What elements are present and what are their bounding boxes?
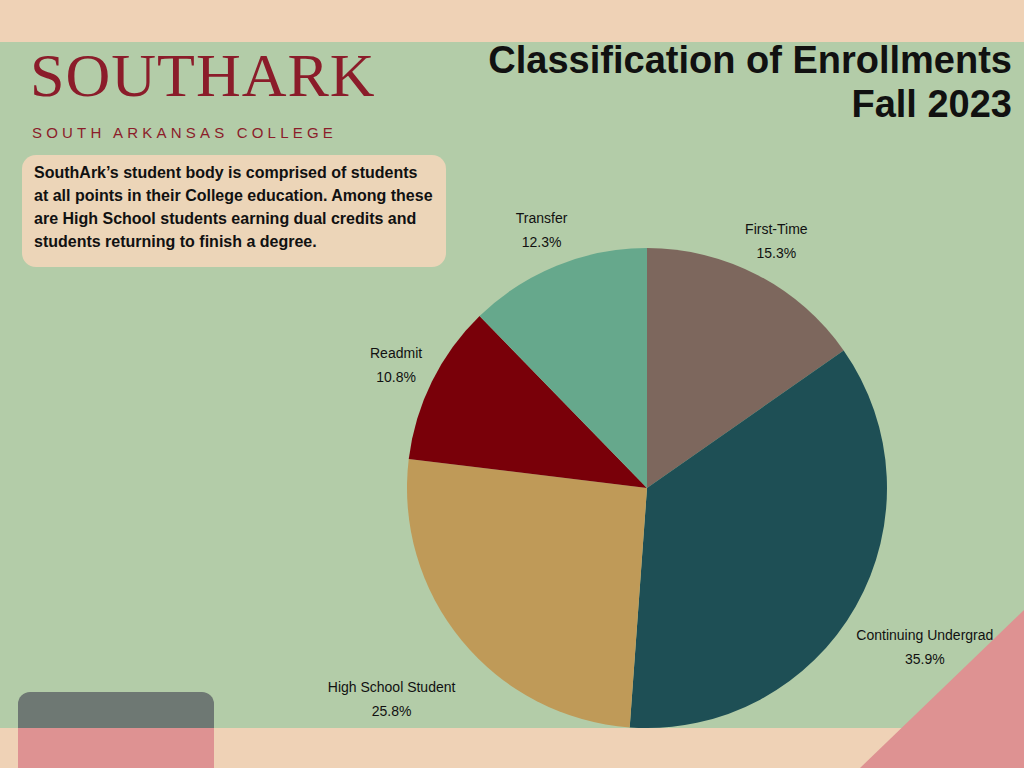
svg-text:Transfer12.3%: Transfer12.3% bbox=[516, 210, 568, 250]
html-text:SOUTH ARKANSAS COLLEGE: SOUTH ARKANSAS COLLEGE bbox=[32, 124, 337, 141]
svg-text:Continuing Undergrad35.9%: Continuing Undergrad35.9% bbox=[856, 627, 993, 667]
svg-text:First-Time15.3%: First-Time15.3% bbox=[745, 221, 808, 261]
html-text:SOUTHARK: SOUTHARK bbox=[30, 41, 376, 109]
svg-text:High School Student25.8%: High School Student25.8% bbox=[328, 679, 456, 719]
html-text:Classification of Enrollments: Classification of Enrollments bbox=[488, 39, 1012, 81]
html-text:Fall 2023: Fall 2023 bbox=[851, 83, 1012, 125]
html-text:SouthArk’s student body is com: SouthArk’s student body is comprised of … bbox=[34, 164, 433, 250]
svg-text:Readmit10.8%: Readmit10.8% bbox=[370, 345, 422, 385]
